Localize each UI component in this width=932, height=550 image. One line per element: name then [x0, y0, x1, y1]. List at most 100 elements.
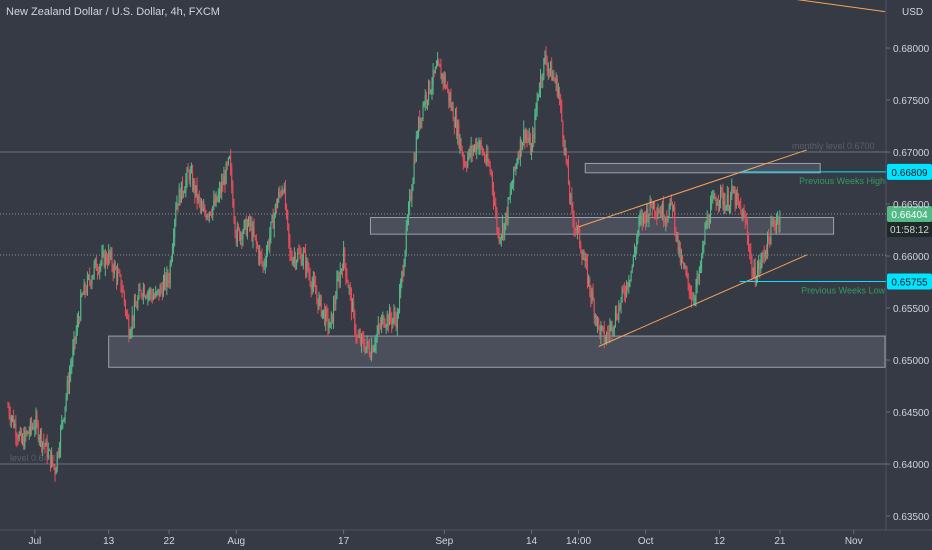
candle-body [232, 187, 234, 207]
candle-body [686, 272, 688, 275]
candle [402, 264, 404, 283]
candle [734, 186, 736, 212]
candle [683, 261, 685, 270]
zone-high[interactable] [584, 162, 821, 174]
candle [93, 260, 95, 280]
candle-body [237, 226, 239, 229]
candle-body [739, 201, 741, 207]
candle [393, 304, 395, 325]
candle [242, 228, 244, 247]
candle-body [23, 436, 25, 448]
candle-body [758, 262, 760, 270]
candle [563, 135, 565, 156]
candle-body [638, 218, 640, 232]
candle-body [322, 309, 324, 311]
candle-body [395, 318, 397, 328]
candle [308, 262, 310, 281]
candle-body [439, 64, 441, 68]
candle [610, 320, 612, 332]
candle-body [476, 142, 478, 152]
candle-body [52, 455, 54, 465]
candle-body [320, 296, 322, 317]
candle [753, 259, 755, 279]
candle [129, 328, 131, 340]
candle-body [496, 210, 498, 230]
candle [661, 200, 663, 221]
candle [319, 294, 321, 307]
candle [316, 285, 318, 305]
candle-body [637, 231, 639, 239]
zone-mid[interactable] [369, 217, 835, 235]
candle [708, 214, 710, 229]
zone-low[interactable] [108, 335, 886, 368]
candle-body [167, 272, 169, 281]
candle-body [34, 426, 36, 430]
candle-body [532, 134, 534, 149]
candle [253, 218, 255, 238]
price-axis[interactable]: 0.68000 0.67500 0.67000 0.66500 0.66000 0.655… [886, 44, 930, 523]
candle-body [733, 190, 735, 193]
candle [189, 165, 191, 187]
trendlines[interactable] [578, 0, 886, 347]
candle-body [47, 450, 49, 458]
candle-body [208, 212, 210, 217]
candle-body [62, 420, 64, 422]
top-right-line[interactable] [733, 0, 886, 13]
candle [722, 183, 724, 211]
candle [17, 434, 19, 446]
candle [486, 144, 488, 167]
candle [594, 313, 596, 327]
candle-body [773, 220, 775, 226]
candle-body [38, 438, 40, 440]
candle [180, 181, 182, 203]
candle [82, 291, 84, 296]
candle-body [779, 218, 781, 225]
candle [673, 204, 675, 212]
candle [382, 311, 384, 325]
candle-body [687, 274, 689, 284]
candle-body [14, 423, 16, 427]
candle [496, 207, 498, 234]
lower-channel[interactable] [598, 254, 807, 347]
candle [629, 279, 631, 288]
level-lines: monthly level 0.6700 level 0.6400 [0, 141, 886, 465]
support-resistance-zones[interactable] [108, 162, 886, 368]
candle-body [649, 199, 651, 214]
upper-channel[interactable] [578, 149, 807, 228]
candle-body [157, 289, 159, 292]
candle-body [103, 251, 105, 268]
candle [274, 203, 276, 218]
candle-body [565, 147, 567, 162]
candle-body [667, 217, 669, 220]
time-axis[interactable]: Jul 13 22 Aug 17 Sep 14 14:00 Oct 12 21 Nov [28, 530, 863, 547]
candle [318, 291, 320, 310]
candle [146, 293, 148, 299]
candle-body [335, 298, 337, 304]
candle-body [36, 416, 38, 423]
candle-body [33, 426, 35, 430]
candle [651, 201, 653, 219]
candle [657, 203, 659, 220]
candle-body [255, 237, 257, 245]
candle [597, 316, 599, 334]
candle [430, 89, 432, 95]
candle [347, 279, 349, 288]
candle-body [547, 69, 549, 71]
candle [778, 215, 780, 234]
candle [551, 57, 553, 81]
candle [714, 192, 716, 201]
candle-body [761, 253, 763, 263]
candle-body [253, 227, 255, 236]
candle [43, 433, 45, 450]
candle-body [274, 204, 276, 215]
candle-body [778, 216, 780, 225]
candle-body [50, 450, 52, 467]
candle-body [463, 161, 465, 164]
candle [513, 166, 515, 191]
candle [338, 272, 340, 289]
candle-body [442, 74, 444, 82]
previous-weeks-low-label: Previous Weeks Low [801, 285, 885, 295]
candle [711, 191, 713, 211]
candle-body [388, 310, 390, 326]
